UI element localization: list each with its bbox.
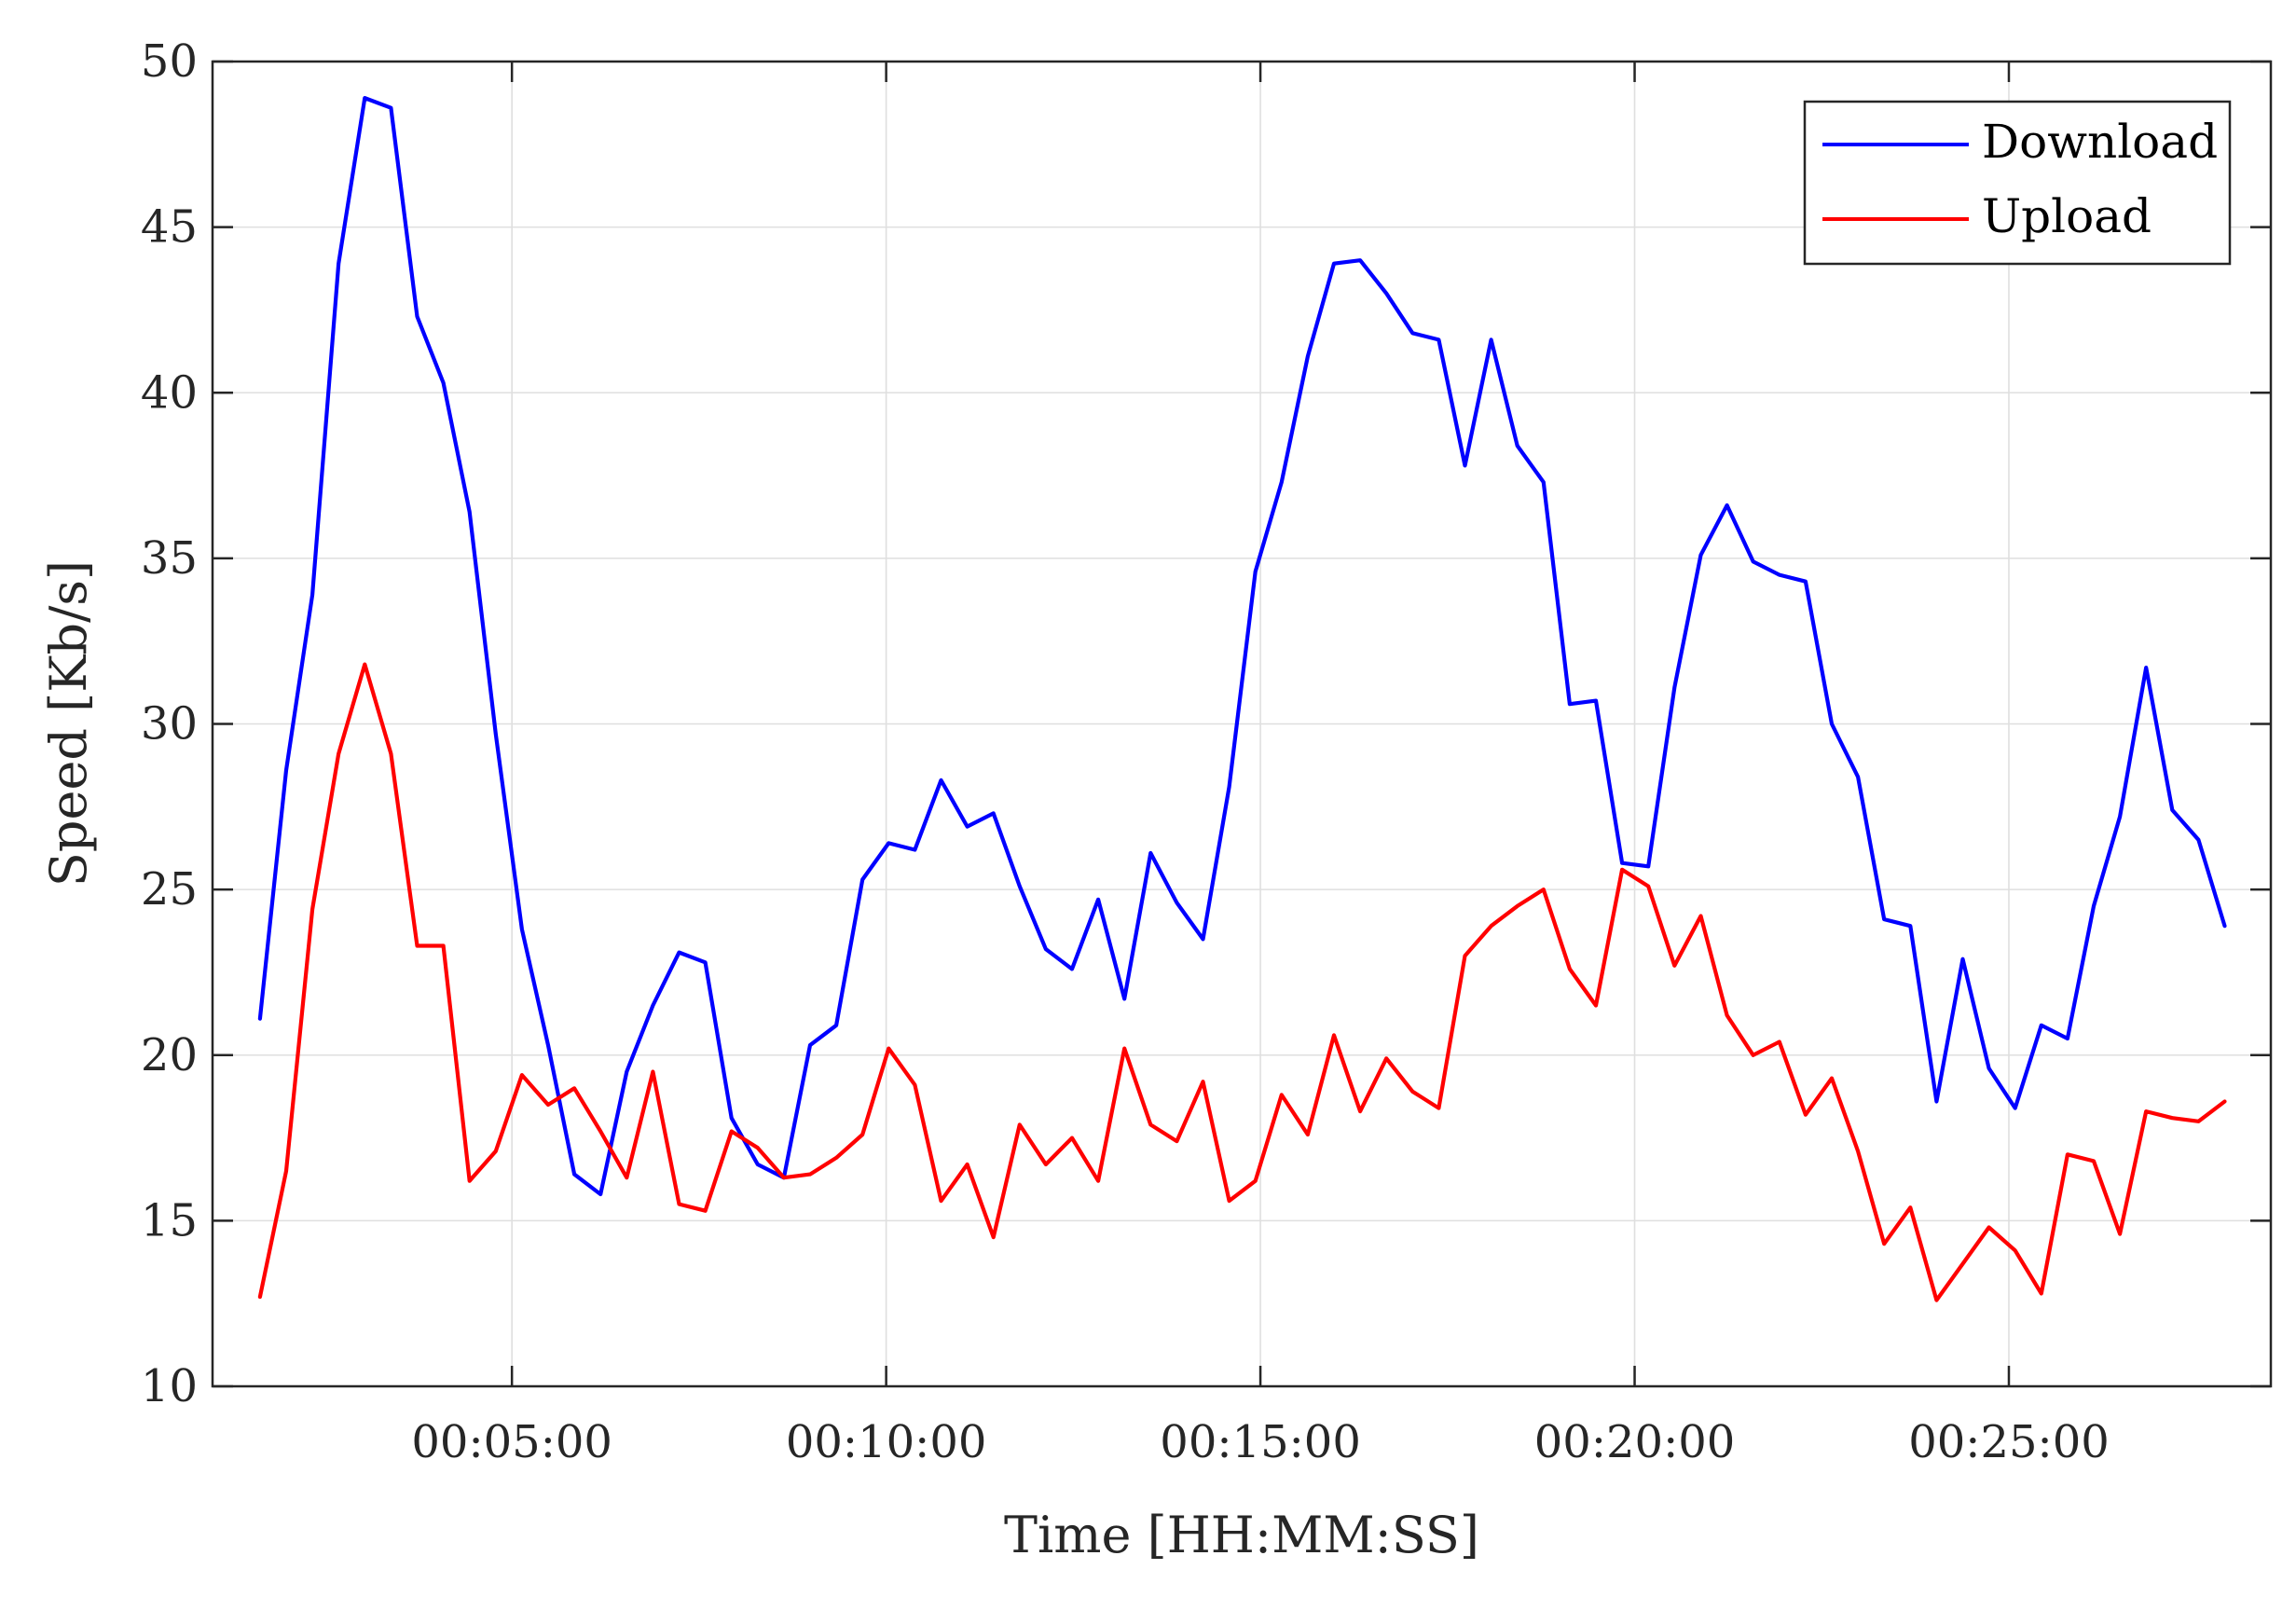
tick-marks [213, 60, 2271, 1388]
y-tick-label: 35 [141, 532, 198, 585]
x-tick-label: 00:10:00 [786, 1416, 987, 1468]
y-tick-label: 50 [141, 35, 198, 88]
y-tick-label: 25 [141, 863, 198, 916]
y-tick-label: 30 [141, 698, 198, 750]
legend: Download Upload [1803, 100, 2232, 266]
y-tick-label: 20 [141, 1029, 198, 1081]
y-tick-label: 10 [141, 1360, 198, 1412]
y-tick-label: 40 [141, 366, 198, 419]
x-tick-label: 00:20:00 [1534, 1416, 1736, 1468]
x-axis-label: Time [HH:MM:SS] [1004, 1506, 1479, 1564]
y-tick-label: 45 [141, 201, 198, 254]
y-axis-label: Speed [Kb/s] [39, 560, 98, 887]
y-tick-labels: 10 15 20 25 30 35 40 45 50 [141, 35, 198, 1412]
legend-label-download: Download [1982, 115, 2218, 169]
legend-box [1803, 100, 2232, 266]
x-tick-labels: 00:05:00 00:10:00 00:15:00 00:20:00 00:25:00 [411, 1416, 2109, 1468]
x-tick-label: 00:25:00 [1908, 1416, 2110, 1468]
series-line-download [257, 95, 2227, 1197]
series-line-upload [257, 662, 2227, 1302]
x-tick-label: 00:05:00 [411, 1416, 612, 1468]
series-layer [257, 95, 2227, 1302]
x-tick-label: 00:15:00 [1160, 1416, 1361, 1468]
legend-label-upload: Upload [1982, 189, 2152, 243]
y-tick-label: 15 [141, 1194, 198, 1246]
